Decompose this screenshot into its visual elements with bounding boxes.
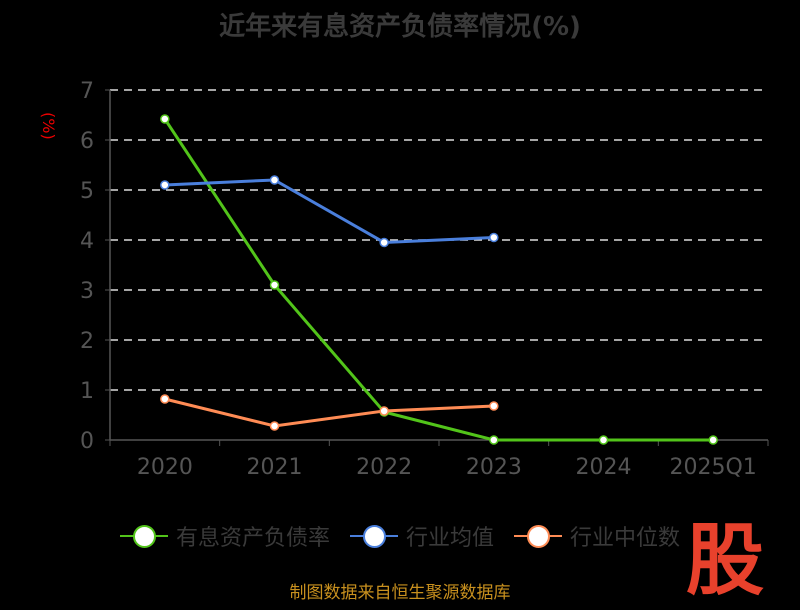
data-point (489, 435, 499, 445)
data-point (489, 401, 499, 411)
data-point (160, 394, 170, 404)
data-point (708, 435, 718, 445)
source-note: 制图数据来自恒生聚源数据库 (289, 583, 511, 603)
legend: 有息资产负债率 行业均值 行业中位数 (0, 520, 800, 552)
y-tick-label: 1 (80, 379, 94, 404)
series-line-1 (164, 178, 494, 245)
legend-item[interactable]: 行业中位数 (514, 520, 680, 552)
legend-item[interactable]: 有息资产负债率 (119, 520, 330, 552)
x-tick-label: 2021 (247, 455, 303, 480)
chart-title: 近年来有息资产负债率情况(%) (219, 12, 581, 42)
y-tick-label: 4 (80, 229, 94, 254)
data-point (160, 114, 170, 124)
series-line-0 (163, 118, 714, 442)
data-point (269, 421, 280, 431)
legend-label: 有息资产负债率 (175, 526, 330, 551)
x-tick-label: 2024 (576, 455, 632, 480)
data-point (598, 435, 609, 445)
legend-label: 行业均值 (405, 526, 494, 551)
x-tick-label: 2023 (466, 455, 522, 480)
data-point (269, 280, 280, 290)
legend-marker-icon (514, 524, 562, 548)
data-point (489, 232, 499, 243)
legend-marker-icon (349, 524, 398, 548)
x-tick-label: 2020 (137, 455, 193, 480)
legend-item[interactable]: 行业均值 (349, 520, 494, 552)
x-tick-label: 2022 (356, 455, 412, 480)
data-point (160, 180, 170, 190)
watermark-logo: 股 (686, 516, 765, 606)
y-tick-label: 0 (80, 429, 94, 454)
series-line-2 (164, 397, 494, 428)
data-point (379, 237, 389, 248)
data-point (379, 406, 389, 416)
data-point (269, 175, 280, 185)
y-tick-label: 6 (80, 129, 94, 154)
legend-marker-icon (119, 524, 168, 548)
y-tick-label: 3 (80, 279, 94, 304)
y-tick-label: 2 (80, 329, 94, 354)
x-tick-label: 2025Q1 (670, 455, 757, 480)
y-tick-label: 7 (80, 79, 94, 104)
y-tick-label: 5 (80, 179, 94, 204)
legend-label: 行业中位数 (570, 526, 681, 551)
